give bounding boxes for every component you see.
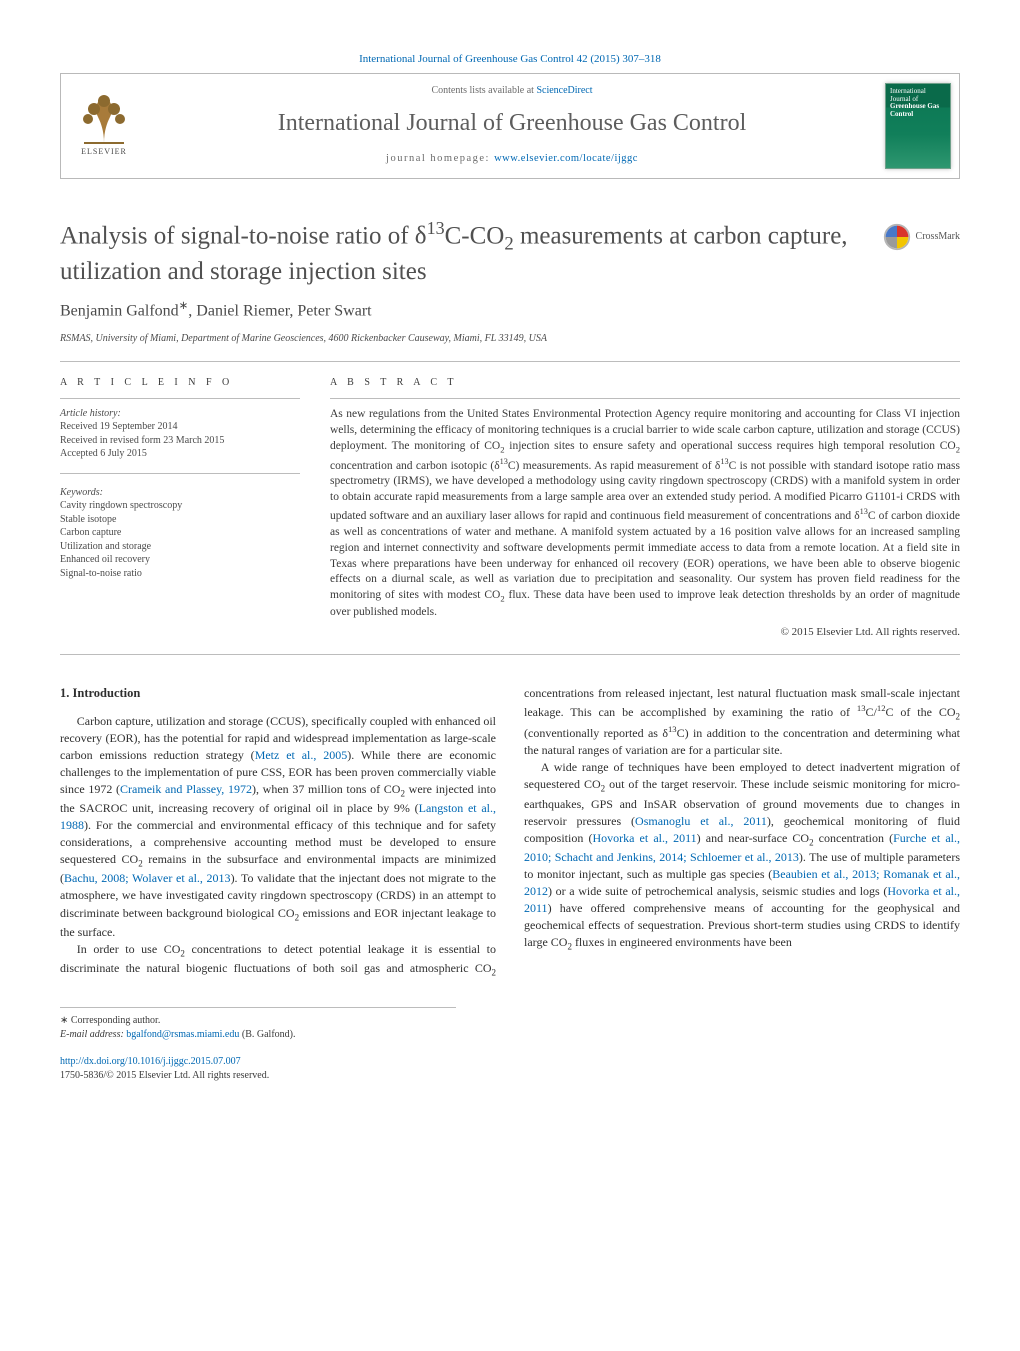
- journal-homepage-link[interactable]: www.elsevier.com/locate/ijggc: [494, 153, 638, 164]
- keyword: Cavity ringdown spectroscopy: [60, 499, 300, 513]
- history-received: Received 19 September 2014: [60, 420, 300, 434]
- journal-name: International Journal of Greenhouse Gas …: [155, 107, 869, 139]
- keywords-label: Keywords:: [60, 486, 300, 500]
- intro-paragraph: A wide range of techniques have been emp…: [524, 759, 960, 953]
- divider: [60, 361, 960, 362]
- sciencedirect-link[interactable]: ScienceDirect: [536, 85, 592, 96]
- journal-cover-thumb: International Journal of Greenhouse Gas …: [885, 83, 951, 169]
- contents-available-line: Contents lists available at ScienceDirec…: [155, 84, 869, 98]
- history-label: Article history:: [60, 407, 300, 421]
- doi-link[interactable]: http://dx.doi.org/10.1016/j.ijggc.2015.0…: [60, 1056, 241, 1067]
- email-label: E-mail address:: [60, 1029, 126, 1040]
- keyword: Enhanced oil recovery: [60, 553, 300, 567]
- cover-title-line1: International Journal of: [890, 88, 946, 103]
- author-affiliation: RSMAS, University of Miami, Department o…: [60, 332, 960, 346]
- ref-link[interactable]: Langston et al., 1988: [60, 801, 496, 832]
- divider: [60, 473, 300, 474]
- cover-title-line2: Greenhouse Gas Control: [890, 103, 946, 118]
- keyword: Utilization and storage: [60, 540, 300, 554]
- keyword: Carbon capture: [60, 526, 300, 540]
- abstract-text: As new regulations from the United State…: [330, 407, 960, 621]
- ref-link[interactable]: Osmanoglu et al., 2011: [635, 814, 767, 828]
- divider: [330, 398, 960, 399]
- keyword: Stable isotope: [60, 513, 300, 527]
- divider: [60, 398, 300, 399]
- email-attribution: (B. Galfond).: [239, 1029, 295, 1040]
- contents-prefix: Contents lists available at: [431, 85, 536, 96]
- author-list: Benjamin Galfond∗, Daniel Riemer, Peter …: [60, 299, 960, 322]
- homepage-prefix: journal homepage:: [386, 153, 494, 164]
- crossmark-label: CrossMark: [916, 230, 960, 244]
- elsevier-logo: ELSEVIER: [73, 92, 135, 160]
- elsevier-wordmark: ELSEVIER: [81, 147, 127, 158]
- keyword: Signal-to-noise ratio: [60, 567, 300, 581]
- ref-link[interactable]: Hovorka et al., 2011: [592, 831, 696, 845]
- body-two-columns: 1. Introduction Carbon capture, utilizat…: [60, 685, 960, 979]
- history-revised: Received in revised form 23 March 2015: [60, 434, 300, 448]
- issn-copyright: 1750-5836/© 2015 Elsevier Ltd. All right…: [60, 1069, 960, 1083]
- elsevier-tree-icon: [74, 93, 134, 145]
- history-accepted: Accepted 6 July 2015: [60, 447, 300, 461]
- footer-meta: http://dx.doi.org/10.1016/j.ijggc.2015.0…: [60, 1055, 960, 1082]
- crossmark-icon: [883, 223, 911, 251]
- intro-heading: 1. Introduction: [60, 685, 496, 703]
- corresponding-author-note: ∗ Corresponding author.: [60, 1014, 456, 1028]
- ref-link[interactable]: Hovorka et al., 2011: [524, 884, 960, 915]
- divider: [60, 654, 960, 655]
- ref-link[interactable]: Furche et al., 2010; Schacht and Jenkins…: [524, 831, 960, 864]
- abstract-heading: a b s t r a c t: [330, 376, 960, 390]
- article-title: Analysis of signal-to-noise ratio of δ13…: [60, 217, 869, 287]
- journal-header-box: ELSEVIER Contents lists available at Sci…: [60, 73, 960, 179]
- publisher-logo-cell: ELSEVIER: [61, 74, 147, 178]
- journal-homepage-line: journal homepage: www.elsevier.com/locat…: [155, 152, 869, 166]
- running-citation: International Journal of Greenhouse Gas …: [60, 52, 960, 67]
- abstract-copyright: © 2015 Elsevier Ltd. All rights reserved…: [330, 625, 960, 640]
- ref-link[interactable]: Bachu, 2008; Wolaver et al., 2013: [64, 871, 231, 885]
- intro-paragraph: Carbon capture, utilization and storage …: [60, 713, 496, 941]
- ref-link[interactable]: Crameik and Plassey, 1972: [120, 782, 252, 796]
- article-info-heading: a r t i c l e i n f o: [60, 376, 300, 390]
- crossmark-badge[interactable]: CrossMark: [883, 223, 960, 251]
- footnotes: ∗ Corresponding author. E-mail address: …: [60, 1007, 456, 1041]
- ref-link[interactable]: Metz et al., 2005: [255, 748, 348, 762]
- author-email-link[interactable]: bgalfond@rsmas.miami.edu: [126, 1029, 239, 1040]
